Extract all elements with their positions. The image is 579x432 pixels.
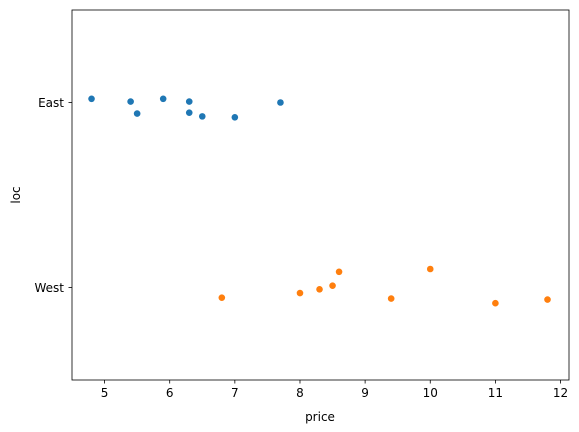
data-point-east	[127, 98, 134, 105]
data-point-west	[335, 268, 343, 276]
data-point-east	[198, 113, 206, 120]
x-axis-label: price	[305, 410, 335, 424]
x-tick-label: 9	[361, 386, 369, 400]
data-point-west	[329, 282, 336, 289]
data-points	[88, 95, 551, 307]
plot-area	[72, 10, 569, 380]
x-tick-label: 7	[231, 386, 239, 400]
data-point-west	[387, 295, 395, 302]
data-point-east	[277, 99, 284, 106]
data-point-east	[231, 114, 239, 121]
y-tick-label: West	[34, 281, 64, 295]
data-point-west	[218, 294, 226, 301]
x-tick-label: 6	[166, 386, 174, 400]
data-point-east	[88, 95, 95, 103]
x-axis-ticks: 5 6 7 8 9 10 11 12	[101, 380, 568, 400]
y-axis-ticks: East West	[34, 96, 72, 295]
data-point-east	[159, 95, 167, 103]
x-tick-label: 12	[553, 386, 568, 400]
data-point-east	[133, 110, 141, 117]
data-point-west	[296, 289, 304, 297]
y-axis-label: loc	[9, 186, 23, 203]
plot-frame	[71, 9, 570, 381]
x-tick-label: 10	[423, 386, 438, 400]
y-tick-label: East	[38, 96, 64, 110]
data-point-west	[426, 265, 434, 273]
data-point-west	[316, 286, 323, 293]
data-point-west	[544, 296, 551, 303]
data-point-east	[185, 109, 193, 116]
data-point-west	[492, 299, 499, 307]
data-point-east	[185, 98, 193, 105]
x-tick-label: 5	[101, 386, 109, 400]
x-tick-label: 8	[296, 386, 304, 400]
x-tick-label: 11	[488, 386, 503, 400]
